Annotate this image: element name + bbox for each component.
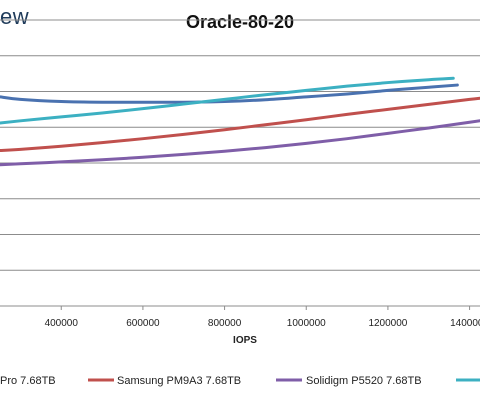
x-tick-label: 1000000 xyxy=(287,318,326,329)
brand-logo-text: ew xyxy=(0,4,30,29)
chart-title: Oracle-80-20 xyxy=(185,12,295,32)
x-tick-label: 600000 xyxy=(126,318,160,329)
x-axis-label: IOPS xyxy=(233,335,257,346)
x-tick-label: 1400000 xyxy=(450,318,480,329)
series-line-2 xyxy=(0,96,480,152)
legend-label-3: Solidigm P5520 7.68TB xyxy=(306,375,422,387)
series-line-4 xyxy=(0,76,455,125)
series-line-1 xyxy=(0,83,459,104)
x-tick-label: 800000 xyxy=(208,318,242,329)
x-tick-label: 1200000 xyxy=(368,318,407,329)
series-line-3 xyxy=(0,119,480,167)
legend-label-2: Samsung PM9A3 7.68TB xyxy=(117,375,241,387)
x-tick-label: 400000 xyxy=(45,318,79,329)
legend-label-1: Pro 7.68TB xyxy=(0,375,56,387)
